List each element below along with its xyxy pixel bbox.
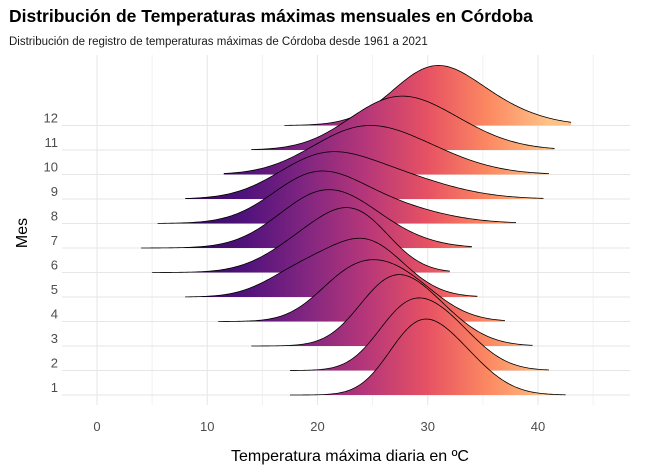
ridge-outline-month-9: [185, 151, 544, 199]
y-tick-label: 6: [51, 258, 58, 273]
y-tick-label: 3: [51, 331, 58, 346]
y-tick-label: 12: [44, 111, 58, 126]
y-axis-title: Mes: [14, 218, 31, 248]
ridge-outline-month-7: [141, 189, 472, 249]
y-tick-label: 11: [45, 135, 59, 150]
y-tick-label: 10: [44, 160, 58, 175]
ridge-month-1: [289, 319, 566, 395]
chart-subtitle: Distribución de registro de temperaturas…: [9, 36, 428, 48]
ridge-month-11: [251, 96, 555, 150]
y-tick-label: 4: [51, 307, 58, 322]
y-tick-label: 1: [51, 380, 58, 395]
ridge-outline-month-4: [218, 259, 505, 322]
ridge-outline-month-8: [157, 170, 516, 224]
y-tick-label: 9: [51, 184, 58, 199]
ridge-outline-month-12: [284, 65, 572, 126]
ridge-outline-month-1: [289, 318, 566, 396]
y-tick-label: 8: [51, 209, 58, 224]
x-tick-label: 0: [93, 419, 100, 434]
ridge-outline-month-10: [223, 125, 550, 175]
x-tick-label: 10: [200, 419, 214, 434]
ridge-outline-month-11: [251, 95, 555, 150]
ridge-outline-month-6: [152, 207, 450, 273]
ridge-outline-month-5: [185, 237, 478, 298]
x-tick-label: 30: [421, 419, 435, 434]
ridge-month-7: [141, 189, 472, 248]
ridge-outline-month-2: [289, 297, 550, 371]
y-tick-label: 5: [51, 282, 58, 297]
chart-title: Distribución de Temperaturas máximas men…: [9, 6, 533, 26]
x-axis-title: Temperatura máxima diaria en ºC: [231, 448, 469, 465]
y-tick-label: 2: [51, 356, 58, 371]
ridge-month-12: [284, 65, 572, 126]
ridge-outline-month-3: [251, 274, 533, 347]
x-tick-label: 20: [310, 419, 324, 434]
x-tick-label: 40: [531, 419, 545, 434]
y-tick-label: 7: [51, 233, 58, 248]
ridge-layer: [141, 65, 572, 396]
